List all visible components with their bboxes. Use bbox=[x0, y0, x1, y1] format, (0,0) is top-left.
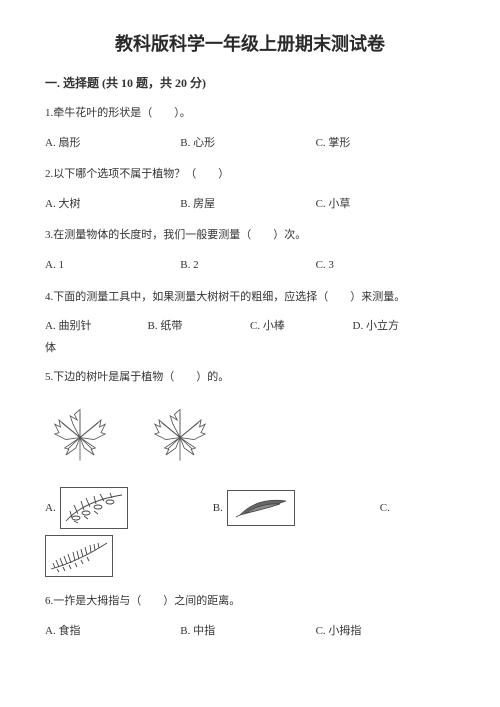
q5-b-label: B. bbox=[213, 502, 223, 514]
q6-c: C. 小拇指 bbox=[316, 623, 451, 641]
q3-text: 3.在测量物体的长度时，我们一般要测量（ ）次。 bbox=[45, 227, 455, 245]
q6-options: A. 食指 B. 中指 C. 小拇指 bbox=[45, 623, 455, 641]
q4-b: B. 纸带 bbox=[148, 318, 251, 336]
q2-options: A. 大树 B. 房屋 C. 小草 bbox=[45, 196, 455, 214]
q2-text: 2.以下哪个选项不属于植物？（ ） bbox=[45, 166, 455, 184]
section-heading: 一. 选择题 (共 10 题，共 20 分) bbox=[45, 74, 455, 91]
plant-branch-icon bbox=[64, 491, 124, 525]
willow-leaf-icon bbox=[232, 495, 290, 521]
q5-options-row2 bbox=[45, 535, 455, 577]
q4-c: C. 小棒 bbox=[250, 318, 353, 336]
q4-d: D. 小立方 bbox=[353, 318, 456, 336]
page-title: 教科版科学一年级上册期末测试卷 bbox=[45, 30, 455, 56]
q1-options: A. 扇形 B. 心形 C. 掌形 bbox=[45, 135, 455, 153]
q6-b: B. 中指 bbox=[180, 623, 315, 641]
q1-text: 1.牵牛花叶的形状是（ ）。 bbox=[45, 105, 455, 123]
q2-c: C. 小草 bbox=[316, 196, 451, 214]
q1-b: B. 心形 bbox=[180, 135, 315, 153]
q5-a-image bbox=[60, 487, 128, 529]
maple-leaf-icon bbox=[145, 399, 215, 469]
q5-main-leaves bbox=[45, 399, 455, 469]
q5-c-image bbox=[45, 535, 113, 577]
q5-b-image bbox=[227, 490, 295, 526]
q2-b: B. 房屋 bbox=[180, 196, 315, 214]
q5-options-row: A. B. bbox=[45, 487, 455, 529]
q3-b: B. 2 bbox=[180, 257, 315, 275]
maple-leaf-icon bbox=[45, 399, 115, 469]
q4-options: A. 曲别针 B. 纸带 C. 小棒 D. 小立方 bbox=[45, 318, 455, 336]
q3-c: C. 3 bbox=[316, 257, 451, 275]
q3-options: A. 1 B. 2 C. 3 bbox=[45, 257, 455, 275]
page: 教科版科学一年级上册期末测试卷 一. 选择题 (共 10 题，共 20 分) 1… bbox=[0, 0, 500, 674]
fern-branch-icon bbox=[49, 539, 109, 573]
q1-c: C. 掌形 bbox=[316, 135, 451, 153]
q5-text: 5.下边的树叶是属于植物（ ）的。 bbox=[45, 369, 455, 387]
q5-c-label: C. bbox=[380, 502, 390, 514]
q1-a: A. 扇形 bbox=[45, 135, 180, 153]
q4-text: 4.下面的测量工具中，如果测量大树树干的粗细，应选择（ ）来测量。 bbox=[45, 289, 455, 307]
q5-a-label: A. bbox=[45, 502, 56, 514]
q4-a: A. 曲别针 bbox=[45, 318, 148, 336]
q6-a: A. 食指 bbox=[45, 623, 180, 641]
q6-text: 6.一拃是大拇指与（ ）之间的距离。 bbox=[45, 593, 455, 611]
q3-a: A. 1 bbox=[45, 257, 180, 275]
q2-a: A. 大树 bbox=[45, 196, 180, 214]
q4-d-cont: 体 bbox=[45, 340, 455, 358]
